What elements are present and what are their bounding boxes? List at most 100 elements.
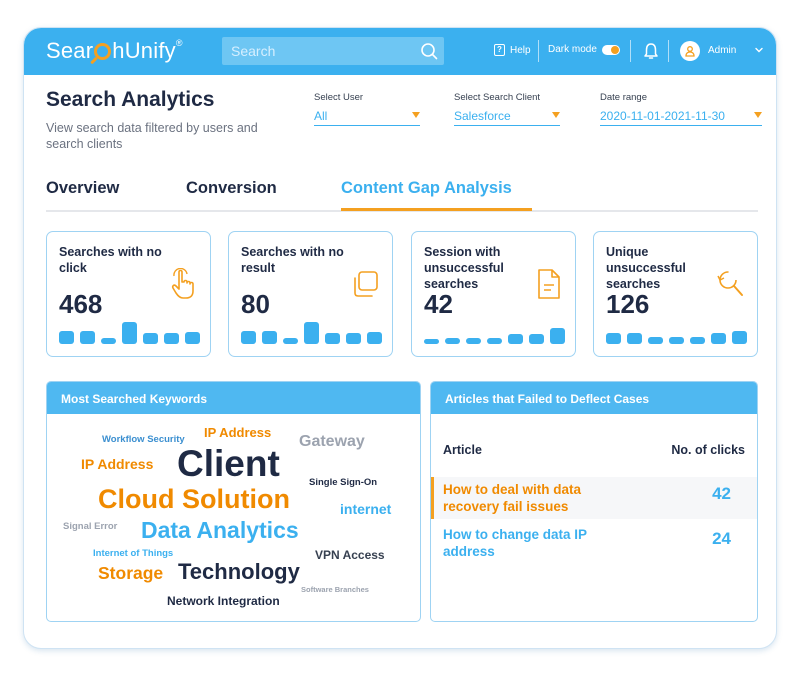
sparkline-bar: [529, 334, 544, 344]
bell-icon[interactable]: [643, 42, 659, 60]
keyword[interactable]: Workflow Security: [102, 434, 185, 445]
metric-card-session-unsuccessful: Session with unsuccessful searches 42: [411, 231, 576, 357]
keyword-cloud: Workflow Security IP Address Gateway IP …: [47, 414, 420, 620]
divider: [630, 40, 631, 62]
sparkline-bar: [424, 339, 439, 344]
dark-mode-label: Dark mode: [548, 44, 597, 55]
article-link[interactable]: How to change data IP address: [443, 527, 587, 559]
articles-panel: Articles that Failed to Deflect Cases Ar…: [430, 381, 758, 622]
panel-title: Articles that Failed to Deflect Cases: [431, 382, 757, 414]
filter-label: Select User: [314, 92, 364, 103]
keyword[interactable]: Software Branches: [301, 585, 369, 594]
logo-magnifier-icon: [94, 43, 112, 60]
panel-title: Most Searched Keywords: [47, 382, 420, 414]
metric-title: Unique unsuccessful searches: [606, 245, 686, 291]
tab-overview[interactable]: Overview: [46, 179, 120, 197]
metric-card-no-result: Searches with no result 80: [228, 231, 393, 357]
table-row[interactable]: How to change data IP address 24: [431, 522, 757, 564]
click-count: 42: [712, 484, 731, 503]
metric-card-unique-unsuccessful: Unique unsuccessful searches 126: [593, 231, 758, 357]
user-select[interactable]: All: [314, 109, 420, 126]
logo[interactable]: Sear hUnify®: [46, 38, 183, 63]
search-icon[interactable]: [420, 42, 438, 60]
sparkline-bar: [550, 328, 565, 344]
metric-value: 468: [59, 289, 103, 319]
user-name[interactable]: Admin: [708, 45, 737, 56]
page-subtitle: View search data filtered by users and s…: [46, 121, 258, 151]
help-icon: ?: [494, 44, 505, 56]
search-input[interactable]: [222, 37, 412, 65]
sparkline-bar: [669, 337, 684, 344]
sparkline-bar: [143, 333, 158, 344]
keyword[interactable]: VPN Access: [315, 548, 385, 562]
active-tab-indicator: [341, 208, 532, 211]
column-header-clicks: No. of clicks: [671, 443, 745, 457]
filter-label: Date range: [600, 92, 648, 103]
metric-title: Searches with no click: [59, 245, 162, 275]
sparkline-bar: [304, 322, 319, 344]
sparkline-bar: [627, 333, 642, 344]
search-client-select[interactable]: Salesforce: [454, 109, 560, 126]
date-range-select[interactable]: 2020-11-01-2021-11-30: [600, 109, 762, 126]
metric-title: Session with unsuccessful searches: [424, 245, 504, 291]
copy-pages-icon: [354, 271, 378, 297]
keyword[interactable]: IP Address: [81, 456, 154, 472]
sparkline-bars: [241, 320, 382, 344]
keyword[interactable]: Data Analytics: [141, 517, 299, 543]
sparkline-bar: [241, 331, 256, 344]
article-link[interactable]: How to deal with data recovery fail issu…: [443, 482, 582, 514]
tab-content-gap-analysis[interactable]: Content Gap Analysis: [341, 179, 512, 197]
metric-value: 42: [424, 289, 453, 319]
sparkline-bar: [487, 338, 502, 344]
keyword[interactable]: Internet of Things: [93, 548, 174, 559]
keyword[interactable]: Signal Error: [63, 521, 118, 532]
keywords-panel: Most Searched Keywords Workflow Security…: [46, 381, 421, 622]
dark-mode-control: Dark mode: [548, 44, 620, 55]
keyword[interactable]: Storage: [98, 563, 164, 583]
tab-conversion[interactable]: Conversion: [186, 179, 277, 197]
filter-user: Select User All: [314, 92, 420, 126]
keyword[interactable]: internet: [340, 501, 392, 517]
keyword[interactable]: Gateway: [299, 433, 365, 450]
search-box: [222, 37, 444, 65]
sparkline-bar: [185, 332, 200, 344]
filter-label: Select Search Client: [454, 92, 541, 103]
column-header-article: Article: [443, 443, 482, 457]
document-icon: [538, 269, 560, 299]
sparkline-bar: [122, 322, 137, 344]
avatar[interactable]: [680, 41, 700, 61]
keyword[interactable]: Cloud Solution: [98, 484, 290, 514]
sparkline-bars: [59, 320, 200, 344]
keyword[interactable]: Technology: [178, 559, 300, 584]
sparkline-bar: [346, 333, 361, 344]
sparkline-bar: [466, 338, 481, 344]
caret-down-icon: [412, 112, 420, 118]
sparkline-bar: [283, 338, 298, 344]
metric-value: 126: [606, 289, 650, 319]
sparkline-bar: [367, 332, 382, 344]
sparkline-bar: [732, 331, 747, 344]
page-title: Search Analytics: [46, 88, 215, 111]
click-count: 24: [712, 529, 731, 548]
chevron-down-icon[interactable]: [754, 45, 764, 55]
sparkline-bar: [648, 337, 663, 344]
keyword[interactable]: Network Integration: [167, 594, 280, 608]
sparkline-bar: [445, 338, 460, 344]
sparkline-bar: [690, 337, 705, 344]
sparkline-bar: [325, 333, 340, 344]
sparkline-bar: [80, 331, 95, 344]
hand-pointer-icon: [171, 268, 194, 299]
dark-mode-toggle[interactable]: [601, 44, 620, 55]
sparkline-bar: [59, 331, 74, 344]
keyword[interactable]: Client: [177, 443, 280, 484]
table-row[interactable]: How to deal with data recovery fail issu…: [431, 477, 757, 519]
sparkline-bar: [711, 333, 726, 344]
sparkline-bar: [164, 333, 179, 344]
keyword[interactable]: IP Address: [204, 425, 272, 440]
sparkline-bar: [262, 331, 277, 344]
help-button[interactable]: ? Help: [494, 44, 531, 56]
keyword[interactable]: Single Sign-On: [309, 477, 378, 488]
sparkline-bars: [606, 320, 747, 344]
caret-down-icon: [552, 112, 560, 118]
